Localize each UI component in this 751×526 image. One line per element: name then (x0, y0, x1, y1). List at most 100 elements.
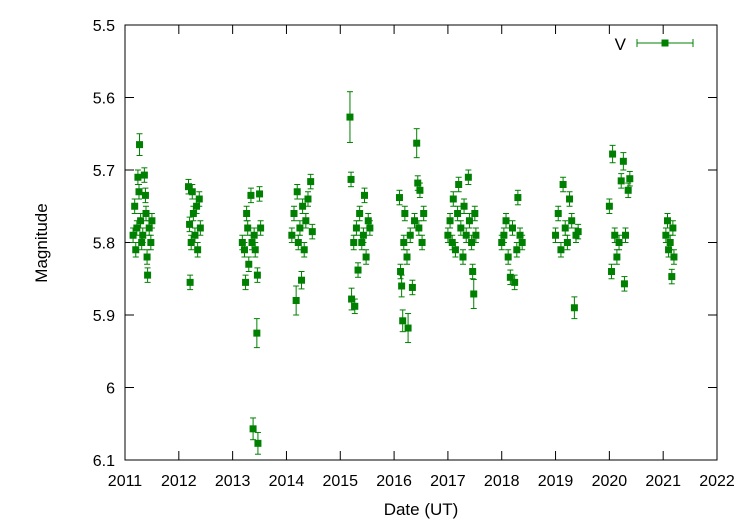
data-point (506, 273, 514, 281)
data-point (449, 195, 457, 203)
data-point (460, 202, 468, 210)
data-point (253, 329, 261, 337)
data-point (400, 239, 408, 246)
x-tick-label: 2020 (592, 473, 628, 490)
data-point (668, 273, 676, 281)
data-point (472, 231, 480, 239)
data-point (574, 228, 582, 236)
data-point (669, 224, 677, 232)
data-point (468, 239, 476, 246)
data-point (617, 177, 625, 185)
data-point (185, 183, 193, 191)
data-point (366, 224, 374, 232)
data-point (250, 231, 258, 239)
data-point (147, 239, 155, 246)
x-tick-label: 2013 (215, 473, 251, 490)
x-tick-label: 2011 (108, 473, 143, 490)
data-point (471, 210, 479, 217)
data-point (290, 210, 298, 217)
data-point (572, 231, 580, 239)
data-point (187, 239, 195, 246)
data-point (346, 113, 354, 121)
y-tick-label: 5.9 (93, 308, 115, 325)
data-point (514, 194, 522, 202)
data-point (397, 268, 405, 275)
data-point (615, 239, 623, 246)
data-point (666, 239, 674, 246)
x-tick-label: 2015 (322, 473, 358, 490)
data-point (251, 246, 259, 254)
data-point (608, 268, 616, 275)
data-point (404, 324, 412, 332)
data-point (136, 141, 144, 149)
data-point (395, 194, 403, 202)
data-point (448, 239, 456, 246)
data-point (288, 231, 296, 239)
data-point (140, 171, 148, 179)
data-point (446, 217, 454, 225)
data-point (256, 190, 264, 198)
data-point (624, 186, 632, 194)
data-point (292, 297, 300, 304)
data-point (451, 246, 459, 254)
data-point (254, 439, 262, 447)
data-point (141, 191, 149, 199)
data-point (462, 231, 470, 239)
data-point (249, 425, 257, 433)
data-point (415, 224, 423, 232)
data-point (557, 246, 565, 254)
data-point (144, 271, 152, 279)
data-point (620, 280, 628, 288)
y-tick-label: 5.6 (93, 91, 115, 108)
data-point (135, 188, 143, 196)
x-tick-label: 2018 (484, 473, 520, 490)
data-point (403, 253, 411, 261)
data-point (351, 302, 359, 310)
data-point (662, 231, 670, 239)
y-tick-label: 6 (106, 381, 115, 398)
data-point (622, 231, 630, 239)
y-tick-label: 5.5 (93, 18, 115, 35)
data-point (356, 210, 364, 217)
data-point (139, 231, 147, 239)
data-point (552, 231, 560, 239)
data-point (189, 210, 197, 217)
data-point (554, 210, 562, 217)
data-point (513, 246, 521, 254)
data-point (413, 139, 421, 147)
x-tick-label: 2014 (269, 473, 305, 490)
data-point (362, 253, 370, 261)
x-tick-label: 2016 (376, 473, 412, 490)
x-tick-label: 2022 (699, 473, 735, 490)
data-point (465, 217, 473, 225)
data-point (131, 202, 139, 210)
data-point (354, 266, 362, 274)
data-point (243, 210, 251, 217)
data-point (352, 224, 360, 232)
data-point (568, 217, 576, 225)
y-axis-ticks: 5.5 5.6 5.7 5.8 5.9 6 6.1 (93, 18, 717, 470)
data-point (257, 224, 265, 232)
data-point (134, 173, 142, 181)
data-point (613, 253, 621, 261)
legend: V (615, 35, 694, 54)
data-point (245, 260, 253, 268)
data-point (508, 224, 516, 232)
data-point (398, 282, 406, 290)
data-point (300, 246, 308, 254)
data-point (143, 253, 151, 261)
data-point (444, 231, 452, 239)
data-point (469, 268, 477, 275)
data-point (502, 217, 510, 225)
data-point (148, 217, 156, 225)
data-point (563, 239, 571, 246)
data-point (294, 239, 302, 246)
data-point (611, 231, 619, 239)
data-point (406, 231, 414, 239)
y-tick-label: 5.8 (93, 236, 115, 253)
data-point (304, 195, 312, 203)
data-point (350, 239, 358, 246)
data-point (186, 278, 194, 286)
x-tick-label: 2012 (161, 473, 197, 490)
